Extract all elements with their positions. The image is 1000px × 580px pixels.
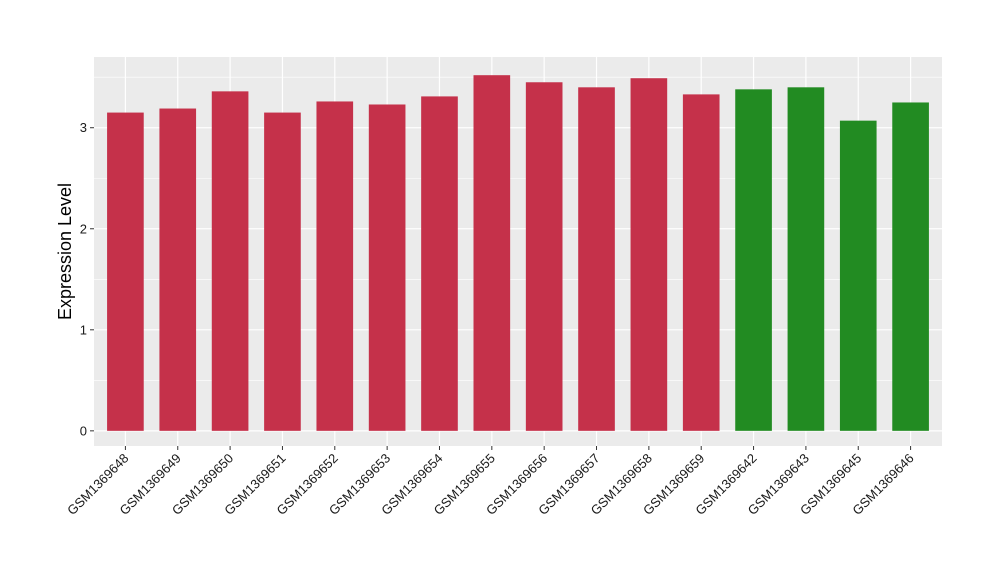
bar — [211, 91, 249, 431]
bar — [159, 108, 197, 431]
bar — [578, 87, 615, 431]
bar — [525, 82, 563, 431]
bar — [682, 94, 720, 431]
y-tick-label: 3 — [80, 120, 87, 135]
bar — [735, 89, 772, 431]
bar — [787, 87, 825, 431]
bar — [473, 75, 511, 431]
bar — [630, 78, 668, 431]
bar — [368, 104, 406, 431]
bar — [839, 120, 877, 431]
y-axis: 0 1 2 3 — [80, 120, 94, 438]
y-tick-label: 1 — [80, 322, 87, 337]
y-tick-label: 0 — [80, 423, 87, 438]
y-tick-label: 2 — [80, 221, 87, 236]
bar — [892, 102, 929, 431]
x-axis: GSM1369648GSM1369649GSM1369650GSM1369651… — [64, 446, 917, 518]
y-axis-label: Expression Level — [55, 183, 75, 320]
bar — [316, 101, 354, 431]
bar — [107, 112, 144, 431]
bar — [264, 112, 301, 431]
bar — [421, 96, 458, 431]
bars — [107, 75, 929, 431]
